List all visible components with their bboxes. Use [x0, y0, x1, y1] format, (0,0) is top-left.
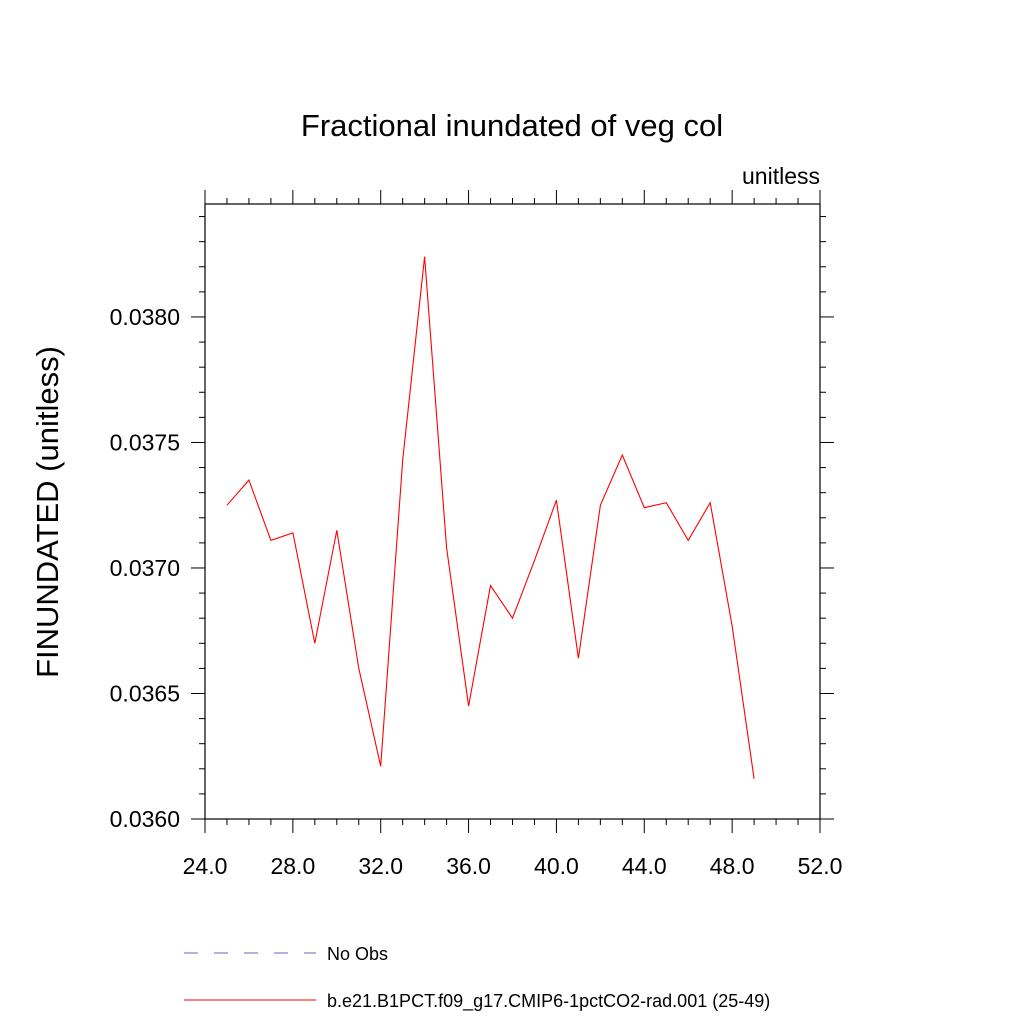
x-tick-label: 52.0 — [798, 853, 843, 879]
series-line — [226, 256, 755, 779]
legend-label-series: b.e21.B1PCT.f09_g17.CMIP6-1pctCO2-rad.00… — [327, 991, 770, 1012]
axis-ticks — [191, 190, 834, 833]
x-tick-labels: 24.0 28.0 32.0 36.0 40.0 44.0 48.0 52.0 — [183, 853, 843, 879]
plot-frame — [204, 203, 821, 820]
x-tick-label: 44.0 — [622, 853, 667, 879]
x-tick-label: 32.0 — [358, 853, 403, 879]
y-tick-labels: 0.0360 0.0365 0.0370 0.0375 0.0380 — [110, 304, 180, 832]
chart-title: Fractional inundated of veg col — [301, 108, 723, 143]
y-tick-label: 0.0360 — [110, 806, 180, 832]
y-tick-label: 0.0375 — [110, 429, 180, 455]
y-tick-label: 0.0370 — [110, 555, 180, 581]
x-tick-label: 28.0 — [270, 853, 315, 879]
x-tick-label: 48.0 — [710, 853, 755, 879]
units-label: unitless — [742, 163, 820, 189]
y-tick-label: 0.0380 — [110, 304, 180, 330]
legend: No Obs b.e21.B1PCT.f09_g17.CMIP6-1pctCO2-… — [184, 944, 770, 1012]
x-tick-label: 36.0 — [446, 853, 491, 879]
y-tick-label: 0.0365 — [110, 680, 180, 706]
x-tick-label: 40.0 — [534, 853, 579, 879]
y-axis-label: FINUNDATED (unitless) — [30, 346, 65, 678]
legend-label-no-obs: No Obs — [327, 944, 388, 964]
x-tick-label: 24.0 — [183, 853, 228, 879]
series-group — [226, 256, 755, 779]
